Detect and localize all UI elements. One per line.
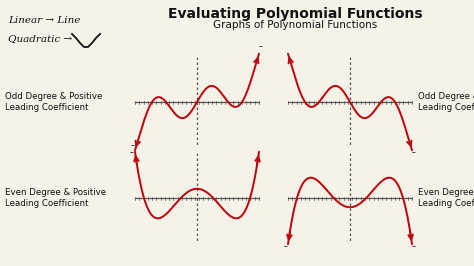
- Text: –: –: [259, 42, 263, 51]
- Text: –: –: [284, 242, 288, 251]
- Text: Graphs of Polynomial Functions: Graphs of Polynomial Functions: [213, 20, 377, 30]
- Text: –: –: [131, 141, 135, 150]
- Text: Evaluating Polynomial Functions: Evaluating Polynomial Functions: [168, 7, 422, 21]
- Text: Linear → Line: Linear → Line: [8, 16, 81, 25]
- Text: –: –: [412, 242, 416, 251]
- Text: –: –: [130, 148, 134, 157]
- Text: Even Degree & Positive
Leading Coefficient: Even Degree & Positive Leading Coefficie…: [5, 188, 106, 208]
- Text: Odd Degree & Negative
Leading Coefficient: Odd Degree & Negative Leading Coefficien…: [418, 92, 474, 112]
- Text: Quadratic →: Quadratic →: [8, 34, 72, 43]
- Text: –: –: [412, 148, 416, 157]
- Text: Even Degree & Negative
Leading Coefficient: Even Degree & Negative Leading Coefficie…: [418, 188, 474, 208]
- Text: Odd Degree & Positive
Leading Coefficient: Odd Degree & Positive Leading Coefficien…: [5, 92, 102, 112]
